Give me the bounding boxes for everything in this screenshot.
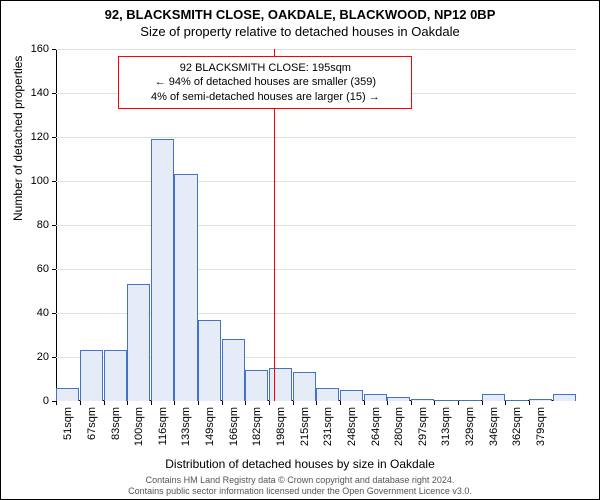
histogram-bar [245,370,268,401]
x-tick-mark [104,401,105,405]
plot-area: 92 BLACKSMITH CLOSE: 195sqm← 94% of deta… [56,49,576,401]
gridline-h [56,225,576,226]
x-tick-mark [340,401,341,405]
y-tick-label: 140 [21,87,49,99]
gridline-h [56,137,576,138]
y-tick-label: 100 [21,175,49,187]
x-tick-label: 51sqm [62,407,74,457]
x-tick-mark [174,401,175,405]
gridline-h [56,269,576,270]
x-tick-mark [245,401,246,405]
histogram-bar [151,139,174,401]
x-tick-mark [505,401,506,405]
gridline-h [56,181,576,182]
x-tick-label: 329sqm [464,407,476,457]
x-tick-label: 67sqm [86,407,98,457]
y-tick-mark [52,313,56,314]
x-tick-mark [198,401,199,405]
x-tick-label: 346sqm [488,407,500,457]
footer-line-1: Contains HM Land Registry data © Crown c… [1,475,599,486]
histogram-bar [222,339,245,401]
x-tick-label: 297sqm [417,407,429,457]
y-tick-mark [52,49,56,50]
histogram-bar [364,394,387,401]
x-tick-label: 149sqm [204,407,216,457]
x-tick-label: 133sqm [180,407,192,457]
x-tick-mark [529,401,530,405]
histogram-bar [340,390,363,401]
histogram-bar [316,388,339,401]
y-tick-mark [52,181,56,182]
x-tick-label: 231sqm [322,407,334,457]
annotation-line: 92 BLACKSMITH CLOSE: 195sqm [125,61,405,75]
y-tick-mark [52,137,56,138]
x-tick-mark [269,401,270,405]
x-tick-label: 100sqm [133,407,145,457]
y-tick-label: 60 [21,263,49,275]
chart-title-sub: Size of property relative to detached ho… [1,24,599,39]
chart-container: 92, BLACKSMITH CLOSE, OAKDALE, BLACKWOOD… [0,0,600,500]
annotation-line: 4% of semi-detached houses are larger (1… [125,90,405,104]
histogram-bar [387,397,410,401]
y-tick-label: 40 [21,307,49,319]
chart-title-main: 92, BLACKSMITH CLOSE, OAKDALE, BLACKWOOD… [1,7,599,22]
x-tick-mark [482,401,483,405]
x-tick-mark [364,401,365,405]
x-tick-label: 166sqm [228,407,240,457]
histogram-bar [411,399,434,401]
y-tick-mark [52,269,56,270]
histogram-bar [56,388,79,401]
histogram-bar [293,372,316,401]
x-tick-label: 83sqm [110,407,122,457]
histogram-bar [127,284,150,401]
x-tick-label: 215sqm [299,407,311,457]
y-tick-label: 80 [21,219,49,231]
histogram-bar [269,368,292,401]
x-tick-mark [127,401,128,405]
y-tick-mark [52,225,56,226]
histogram-bar [553,394,576,401]
y-tick-label: 0 [21,395,49,407]
y-tick-label: 120 [21,131,49,143]
x-tick-label: 248sqm [346,407,358,457]
histogram-bar [482,394,505,401]
histogram-bar [198,320,221,401]
footer-line-2: Contains public sector information licen… [1,486,599,497]
x-tick-label: 379sqm [535,407,547,457]
x-axis-label: Distribution of detached houses by size … [1,457,599,471]
x-tick-label: 280sqm [393,407,405,457]
x-tick-mark [458,401,459,405]
x-tick-label: 362sqm [511,407,523,457]
y-tick-label: 20 [21,351,49,363]
x-tick-mark [222,401,223,405]
x-tick-mark [434,401,435,405]
x-tick-mark [411,401,412,405]
x-tick-mark [151,401,152,405]
chart-footer: Contains HM Land Registry data © Crown c… [1,475,599,497]
x-tick-label: 198sqm [275,407,287,457]
histogram-bar [174,174,197,401]
x-tick-mark [387,401,388,405]
annotation-line: ← 94% of detached houses are smaller (35… [125,75,405,89]
x-tick-mark [293,401,294,405]
x-tick-label: 313sqm [440,407,452,457]
y-tick-label: 160 [21,43,49,55]
histogram-bar [458,400,481,401]
x-tick-mark [80,401,81,405]
histogram-bar [80,350,103,401]
histogram-bar [505,400,528,401]
y-tick-mark [52,93,56,94]
x-tick-mark [56,401,57,405]
annotation-box: 92 BLACKSMITH CLOSE: 195sqm← 94% of deta… [118,56,412,109]
y-tick-mark [52,357,56,358]
histogram-bar [104,350,127,401]
x-tick-label: 264sqm [370,407,382,457]
x-tick-label: 116sqm [157,407,169,457]
x-tick-mark [316,401,317,405]
histogram-bar [529,399,552,401]
x-tick-label: 182sqm [251,407,263,457]
gridline-h [56,49,576,50]
histogram-bar [434,400,457,401]
